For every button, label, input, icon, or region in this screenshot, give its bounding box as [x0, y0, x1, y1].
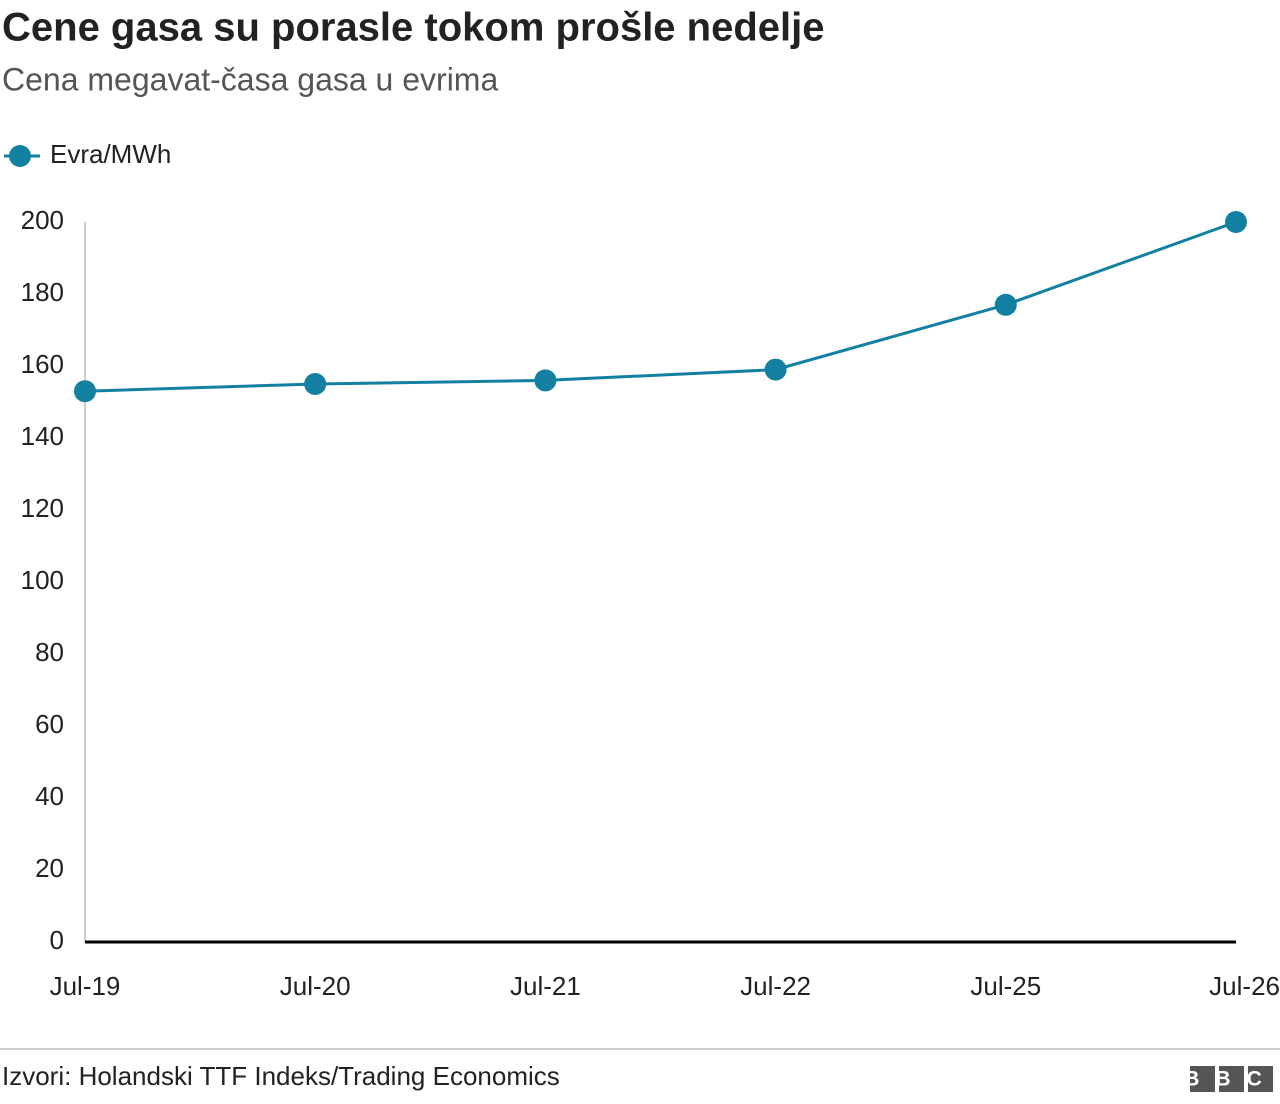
logo-text: BBC — [1184, 1068, 1278, 1091]
data-point — [74, 380, 96, 403]
legend-label: Evra/MWh — [50, 139, 171, 169]
data-point — [1225, 211, 1247, 233]
x-tick-label: Jul-25 — [970, 971, 1041, 1001]
x-tick-label: Jul-19 — [50, 971, 121, 1001]
legend-marker — [9, 145, 31, 167]
series-line — [84, 220, 1237, 393]
y-tick-label: 140 — [21, 421, 64, 451]
data-point — [534, 369, 557, 392]
data-point — [764, 358, 787, 381]
source: Izvori: Holandski TTF Indeks/Trading Eco… — [2, 1061, 560, 1091]
data-point — [994, 293, 1017, 316]
y-tick-label: 0 — [50, 925, 64, 955]
y-tick-label: 80 — [35, 637, 64, 667]
x-tick-label: Jul-26 — [1209, 971, 1280, 1001]
x-tick-label: Jul-20 — [280, 971, 351, 1001]
y-tick-label: 160 — [21, 349, 64, 379]
data-point — [304, 373, 327, 395]
y-tick-label: 100 — [21, 565, 64, 595]
y-tick-label: 60 — [35, 709, 64, 739]
logo — [1190, 1066, 1273, 1092]
y-tick-label: 200 — [21, 205, 64, 235]
chart-title: Cene gasa su porasle tokom prošle nedelj… — [2, 6, 825, 50]
x-tick-label: Jul-21 — [510, 971, 581, 1001]
x-tick-label: Jul-22 — [740, 971, 811, 1001]
y-tick-label: 180 — [21, 277, 64, 307]
chart-subtitle: Cena megavat-časa gasa u evrima — [2, 61, 498, 97]
y-tick-label: 20 — [35, 853, 64, 883]
y-tick-label: 120 — [21, 493, 64, 523]
y-tick-label: 40 — [35, 781, 64, 811]
